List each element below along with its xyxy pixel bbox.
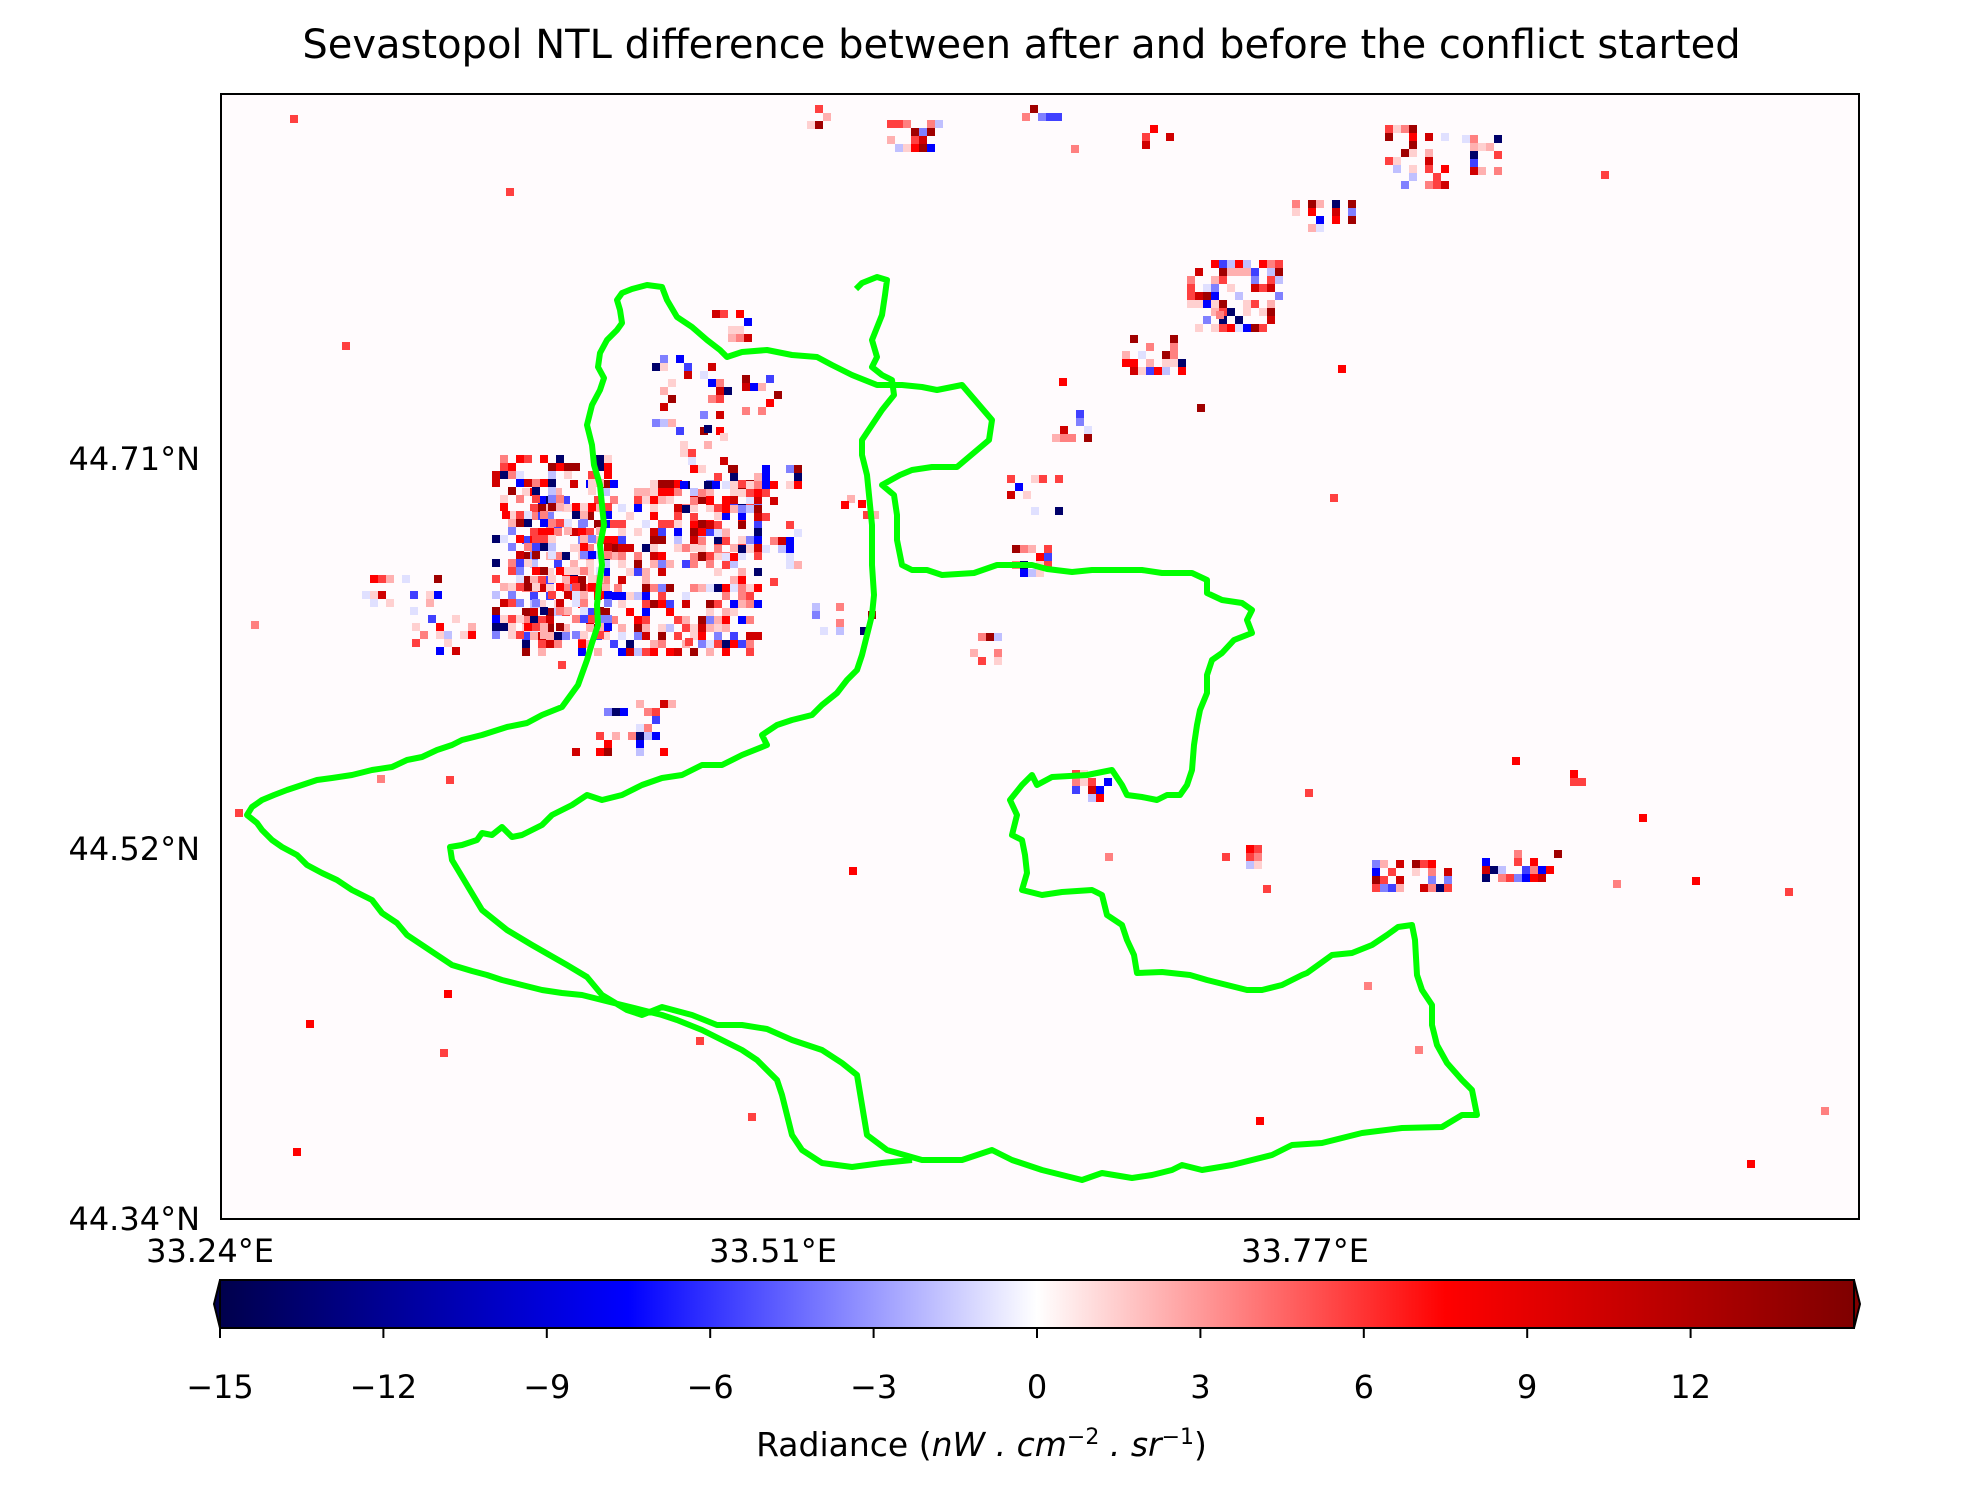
y-tick-label: 44.71°N xyxy=(68,440,200,478)
colorbar-tick-marks xyxy=(219,1328,1692,1338)
x-tick-label: 33.24°E xyxy=(146,1232,274,1270)
colorbar xyxy=(212,1279,1862,1338)
colorbar-tick-label: 9 xyxy=(1517,1368,1538,1406)
colorbar-tick-label: −3 xyxy=(850,1368,898,1406)
y-tick-label: 44.34°N xyxy=(68,1200,200,1238)
y-tick-label: 44.52°N xyxy=(68,830,200,868)
colorbar-tick-label: 3 xyxy=(1190,1368,1211,1406)
radiance-pixel-layer xyxy=(235,105,1829,1168)
x-tick-label: 33.77°E xyxy=(1241,1232,1369,1270)
colorbar-label: Radiance (nW . cm−2 . sr−1) xyxy=(756,1425,1207,1464)
ntl-map-svg xyxy=(235,105,1829,1183)
colorbar-tick-label: 6 xyxy=(1353,1368,1374,1406)
colorbar-tick-label: −9 xyxy=(523,1368,571,1406)
colorbar-gradient xyxy=(219,1279,1855,1329)
map-area xyxy=(220,93,1860,1220)
sevastopol-boundary xyxy=(244,274,1480,1183)
x-tick-label: 33.51°E xyxy=(709,1232,837,1270)
colorbar-tick-label: −12 xyxy=(349,1368,418,1406)
colorbar-tick-label: −15 xyxy=(186,1368,254,1406)
colorbar-tick-label: 0 xyxy=(1026,1368,1048,1406)
map-title: Sevastopol NTL difference between after … xyxy=(302,22,1741,68)
colorbar-tick-label: −6 xyxy=(686,1368,734,1406)
colorbar-tick-label: 12 xyxy=(1670,1368,1711,1406)
